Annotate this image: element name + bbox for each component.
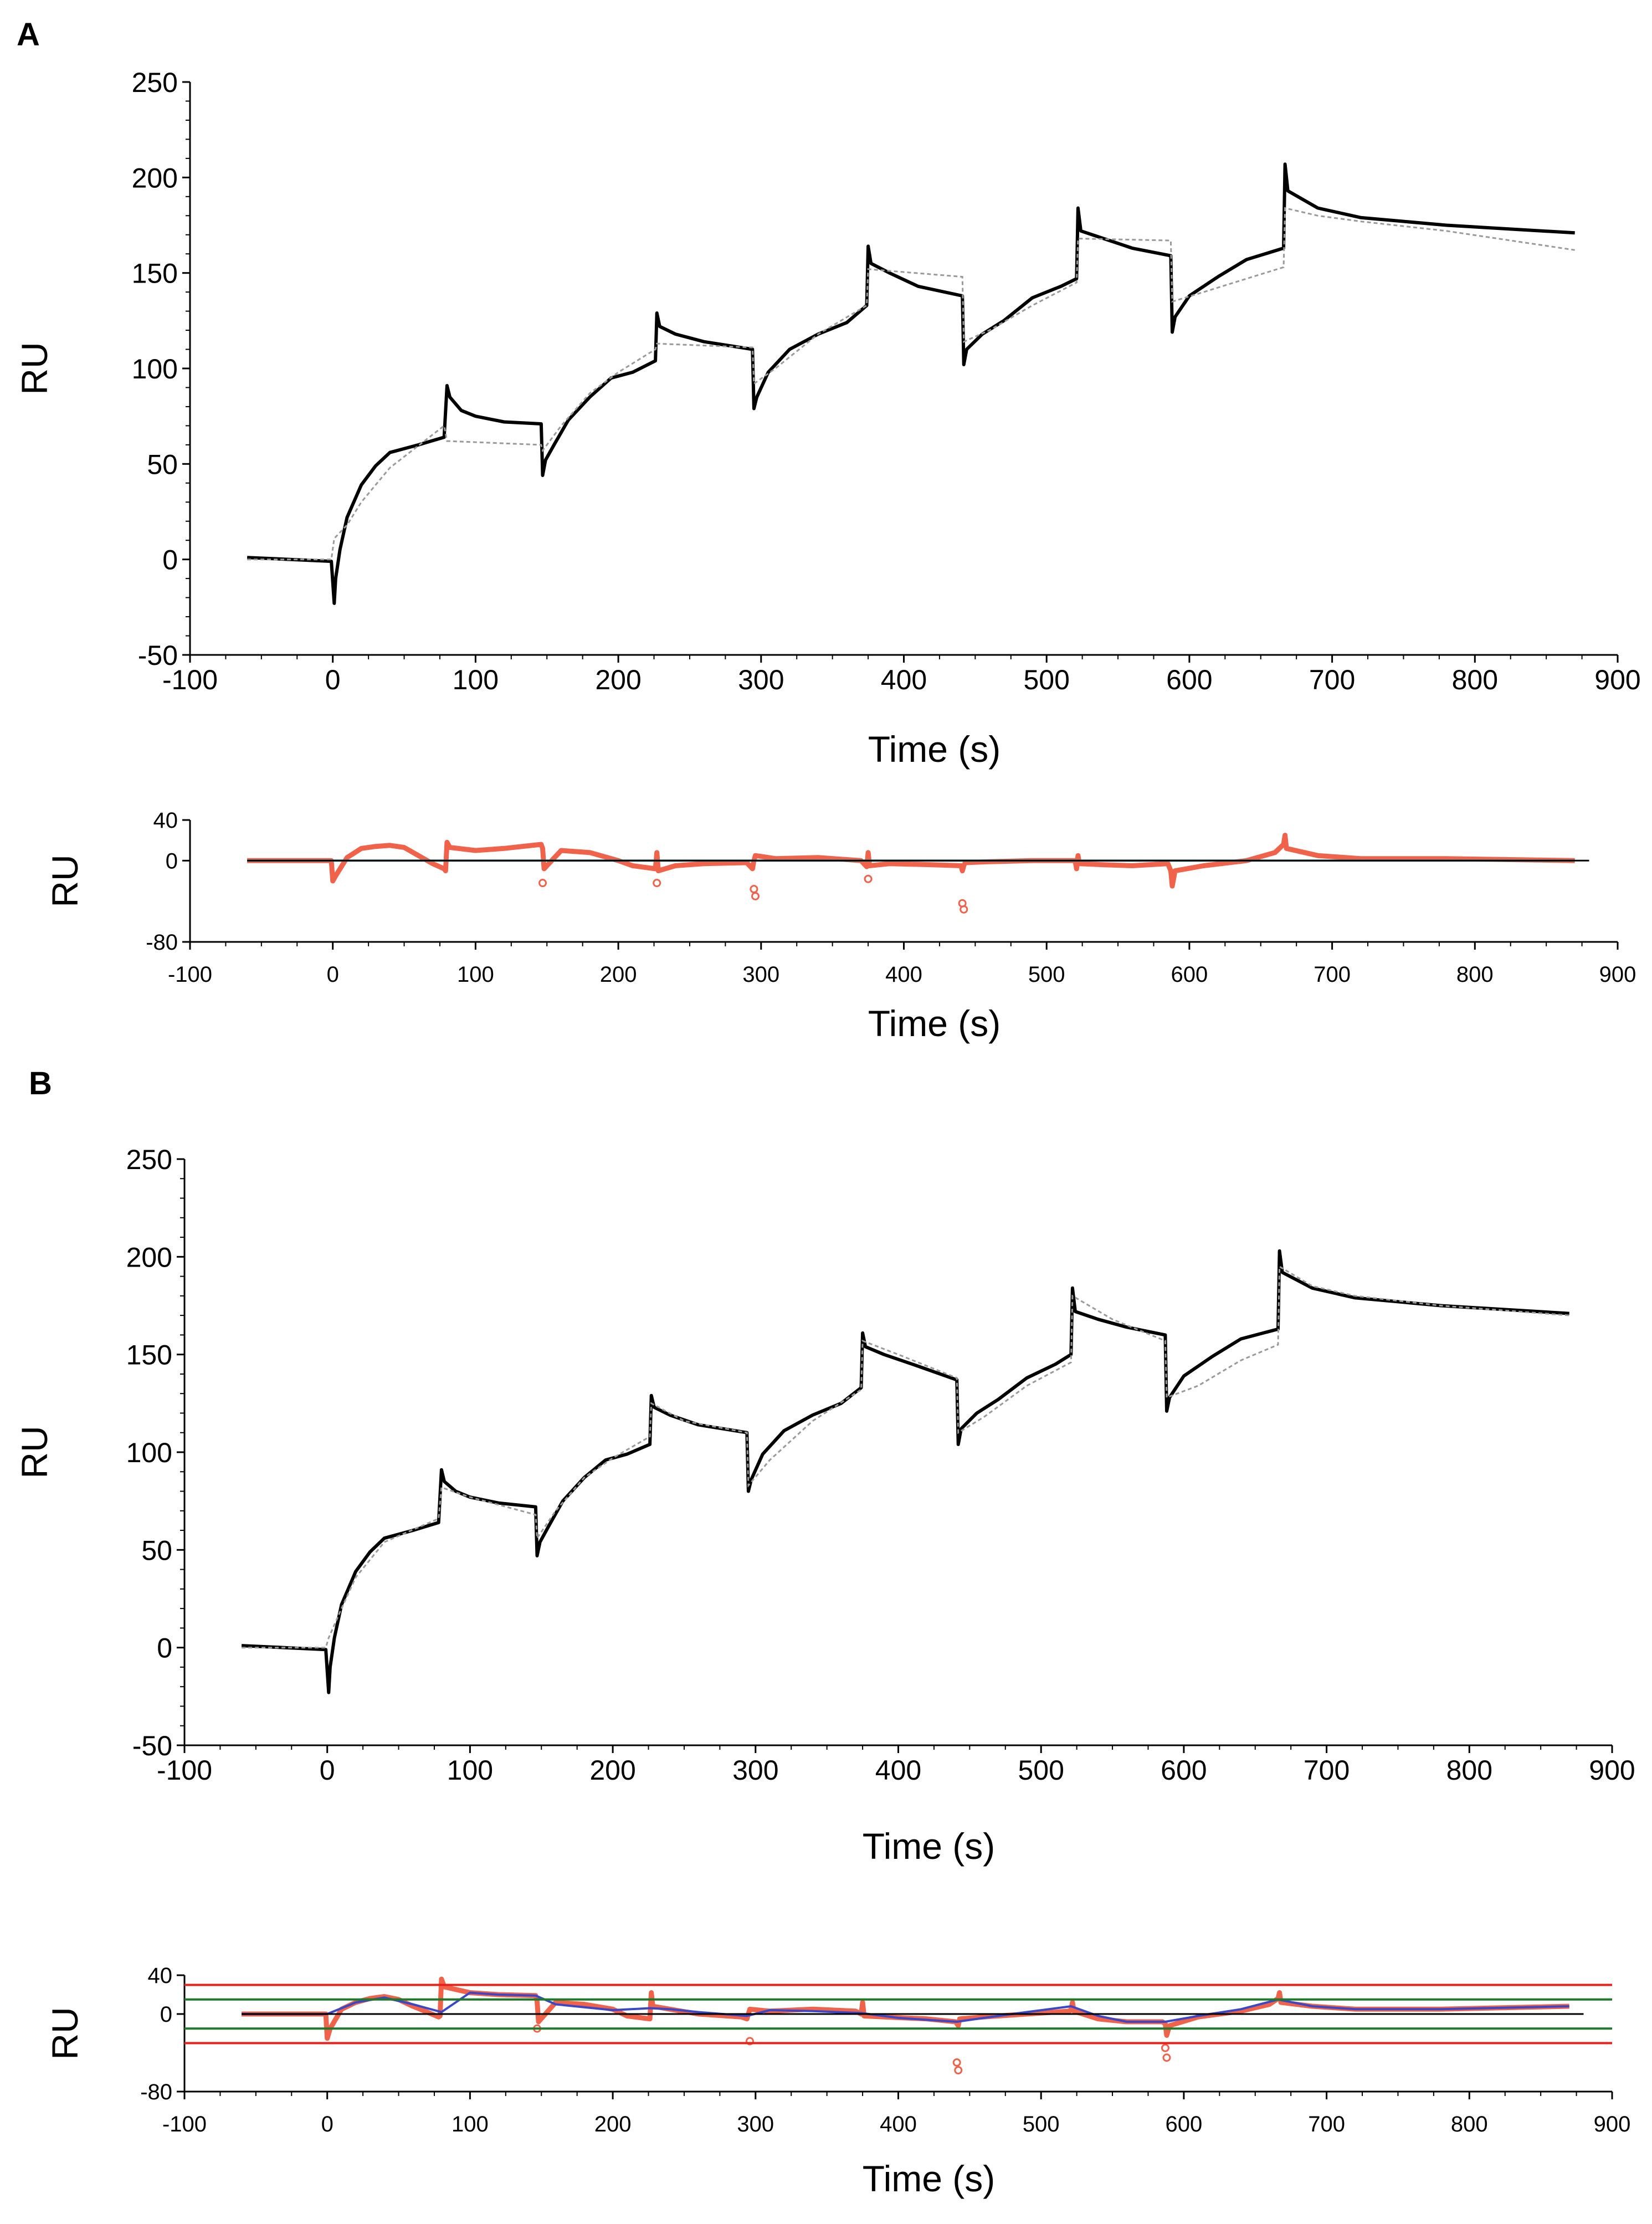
x-tick-label: 300 [738,664,784,695]
x-tick-label: -100 [162,2112,207,2136]
x-tick-label: 600 [1171,962,1208,987]
x-tick-label: 0 [320,1755,335,1786]
x-tick-label: 900 [1594,664,1640,695]
x-tick-label: 600 [1166,2112,1203,2136]
x-axis-title: Time (s) [868,1003,1001,1044]
x-tick-label: 400 [885,962,922,987]
x-tick-label: 500 [1028,962,1065,987]
y-tick-label: 150 [132,258,178,289]
y-tick-label: 150 [126,1340,172,1371]
residual-outlier-point [954,2066,963,2074]
residual-trace [247,833,1575,889]
residual-outlier-point [751,892,760,900]
x-tick-label: 0 [327,962,339,987]
x-tick-label: 300 [732,1755,778,1786]
x-tick-label: 700 [1314,962,1351,987]
y-tick-label: 100 [132,353,178,385]
x-tick-label: 100 [457,962,494,987]
y-axis-title: RU [14,342,55,394]
y-axis-title: RU [14,1426,55,1478]
x-tick-label: 900 [1589,1755,1635,1786]
x-tick-label: 500 [1018,1755,1064,1786]
y-tick-label: 250 [126,1144,172,1175]
x-tick-label: 600 [1166,664,1212,695]
x-axis-title: Time (s) [868,729,1001,770]
y-tick-label: 0 [166,849,178,873]
x-tick-label: 100 [447,1755,493,1786]
residual-outlier-point [750,885,758,894]
x-tick-label: 200 [600,962,637,987]
x-tick-label: 700 [1304,1755,1350,1786]
x-tick-label: 300 [737,2112,774,2136]
y-axis-title: RU [44,854,85,907]
y-tick-label: 0 [157,1633,172,1664]
x-tick-label: 400 [881,664,927,695]
y-tick-label: -80 [140,2080,172,2104]
x-axis-title: Time (s) [863,1826,996,1867]
residual-outlier-point [653,879,661,888]
y-tick-label: 0 [160,2002,172,2027]
residual-outlier-point [952,2058,961,2067]
x-tick-label: 200 [594,2112,632,2136]
x-tick-label: 800 [1452,664,1498,695]
x-tick-label: -100 [168,962,212,987]
x-axis-title: Time (s) [863,2158,996,2199]
y-tick-label: 200 [126,1242,172,1273]
x-tick-label: 800 [1446,1755,1492,1786]
x-tick-label: 700 [1309,664,1355,695]
x-tick-label: 600 [1161,1755,1207,1786]
y-tick-label: 0 [162,545,178,576]
observed-curve [241,1249,1569,1694]
y-tick-label: -50 [132,1730,172,1761]
residual-outlier-point [745,2037,754,2046]
x-tick-label: 300 [742,962,779,987]
sensorgram-plot-b: -100 0 100 200 300 400 500 600 700 800 900 -50 0 50 10… [14,1144,1635,1867]
x-tick-label: 900 [1594,2112,1631,2136]
x-tick-label: 800 [1451,2112,1488,2136]
x-tick-label: 500 [1023,664,1069,695]
residual-smooth-line [242,1991,1569,2023]
y-tick-label: -50 [138,640,178,671]
panel-label-b: B [29,1065,52,1101]
x-tick-label: -100 [162,664,218,695]
x-tick-label: 400 [880,2112,917,2136]
y-tick-label: 100 [126,1437,172,1468]
y-tick-label: 50 [141,1535,172,1566]
x-tick-label: 200 [589,1755,635,1786]
x-tick-label: 900 [1599,962,1636,987]
residual-outlier-point [538,879,547,888]
panel-label-a: A [17,17,40,53]
x-tick-label: 400 [875,1755,921,1786]
x-tick-label: 0 [321,2112,334,2136]
residual-plot-a: -100 0 100 200 300 400 500 600 700 800 900 -80 0 40 Ti… [44,808,1636,1044]
y-tick-label: 250 [132,67,178,98]
x-tick-label: 700 [1308,2112,1345,2136]
y-tick-label: 40 [148,1964,173,1988]
residual-outlier-point [960,905,968,914]
y-tick-label: 40 [153,808,178,833]
observed-curve [247,162,1575,605]
residual-plot-b: -100 0 100 200 300 400 500 600 700 800 900 -80 0 40 Ti… [44,1964,1630,2199]
x-tick-label: 100 [452,2112,489,2136]
sensorgram-plot-a: -100 0 100 200 300 400 500 600 700 800 900 -50 0 50 10… [14,67,1641,770]
residual-outlier-point [1162,2053,1171,2062]
x-tick-label: 100 [453,664,499,695]
y-tick-label: 200 [132,162,178,193]
residual-outlier-point [864,874,873,883]
y-axis-title: RU [44,2007,85,2059]
fitted-curve [247,207,1575,561]
residual-outlier-point [1161,2043,1169,2052]
x-tick-label: 500 [1023,2112,1060,2136]
y-tick-label: 50 [147,449,178,480]
x-tick-label: -100 [157,1755,212,1786]
x-tick-label: 0 [325,664,341,695]
x-tick-label: 800 [1456,962,1494,987]
fitted-curve [242,1265,1569,1649]
y-tick-label: -80 [146,930,178,955]
x-tick-label: 200 [595,664,641,695]
